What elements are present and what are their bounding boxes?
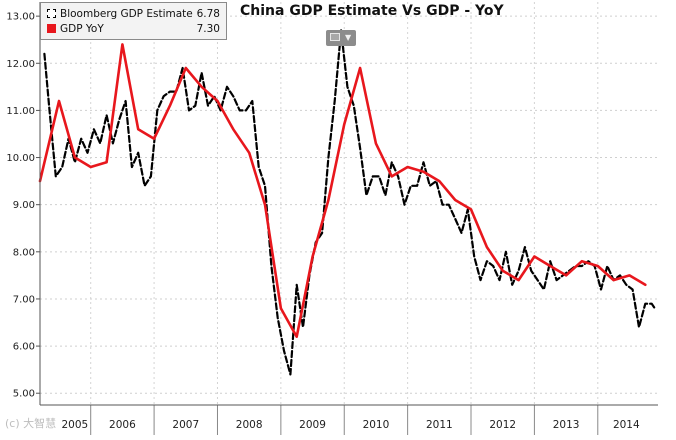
chart-type-icon: [330, 33, 340, 41]
y-tick-label: 5.00: [13, 389, 35, 400]
chevron-down-icon: ▼: [345, 33, 352, 42]
y-axis-ticks: 13.00 12.00 11.00 10.00 9.00 8.00 7.00 6.00 5.00: [6, 12, 40, 400]
x-axis-year-labels: 2005 2006 2007 2008 2009 2010 2011 2012 2013 2014: [61, 419, 639, 431]
legend-value-estimate: 6.78: [196, 8, 220, 20]
series-lines: [38, 29, 656, 376]
chart-options-button[interactable]: ▼: [326, 30, 356, 46]
plot-area-background: [40, 2, 658, 405]
y-tick-label: 9.00: [13, 200, 35, 211]
x-tick-label-2012: 2012: [489, 419, 516, 431]
x-tick-label-2006: 2006: [109, 419, 136, 431]
year-separators: [90, 2, 599, 435]
y-tick-label: 7.00: [13, 294, 35, 305]
legend-label-gdp: GDP YoY: [60, 23, 104, 35]
x-tick-label-2014: 2014: [613, 419, 640, 431]
series-line-gdp-yoy: [38, 43, 647, 339]
gridlines: [40, 15, 658, 394]
y-tick-label: 6.00: [13, 342, 35, 353]
x-tick-label-2009: 2009: [299, 419, 326, 431]
chart-title: China GDP Estimate Vs GDP - YoY: [240, 3, 504, 19]
red-square-swatch-icon: [47, 24, 56, 33]
y-tick-label: 13.00: [6, 12, 35, 23]
x-tick-label-2010: 2010: [363, 419, 390, 431]
x-tick-label-2013: 2013: [553, 419, 580, 431]
legend-item-estimate: Bloomberg GDP Estimate 6.78: [47, 7, 220, 21]
dashed-line-swatch-icon: [47, 9, 56, 18]
legend-item-gdp: GDP YoY 7.30: [47, 22, 220, 36]
legend-label-estimate: Bloomberg GDP Estimate: [60, 8, 193, 20]
x-tick-label-2011: 2011: [426, 419, 453, 431]
legend: Bloomberg GDP Estimate 6.78 GDP YoY 7.30: [40, 2, 227, 40]
x-tick-label-2005: 2005: [61, 419, 88, 431]
x-tick-label-2007: 2007: [172, 419, 199, 431]
y-tick-label: 12.00: [6, 59, 35, 70]
x-tick-label-2008: 2008: [236, 419, 263, 431]
series-line-bloomberg-estimate: [43, 29, 656, 376]
watermark: (c) 大智慧: [5, 417, 57, 430]
y-tick-label: 10.00: [6, 153, 35, 164]
y-tick-label: 8.00: [13, 247, 35, 258]
legend-value-gdp: 7.30: [196, 23, 220, 35]
y-tick-label: 11.00: [6, 106, 35, 117]
